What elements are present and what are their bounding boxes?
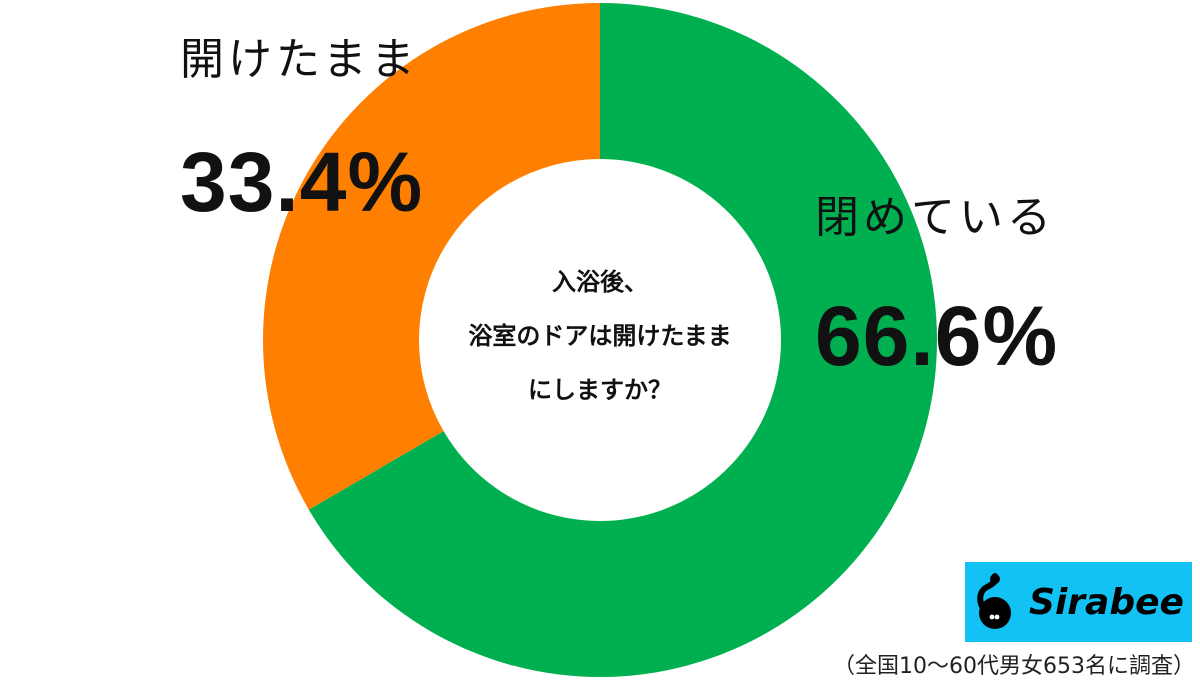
sirabee-logo: Sirabee [965, 562, 1192, 642]
question-line-3: にしますか？ [528, 376, 672, 404]
sirabee-bee-icon [977, 573, 1012, 629]
label-open: 開けたまま 33.4% [180, 30, 423, 232]
slice-closed [308, 3, 938, 677]
logo-wordmark: Sirabee [1029, 581, 1184, 623]
question-line-1: 入浴後、 [552, 268, 648, 296]
slice-open [263, 3, 600, 510]
survey-footnote: （全国10〜60代男女653名に調査） [833, 654, 1195, 679]
center-question: 入浴後、 浴室のドアは開けたまま にしますか？ [420, 255, 780, 417]
label-open-name: 開けたまま [180, 34, 419, 85]
label-closed-name: 閉めている [815, 192, 1055, 243]
label-open-percent: 33.4% [180, 135, 424, 229]
question-line-2: 浴室のドアは開けたまま [468, 322, 732, 350]
label-closed-percent: 66.6% [815, 289, 1059, 383]
label-closed: 閉めている 66.6% [815, 188, 1058, 386]
